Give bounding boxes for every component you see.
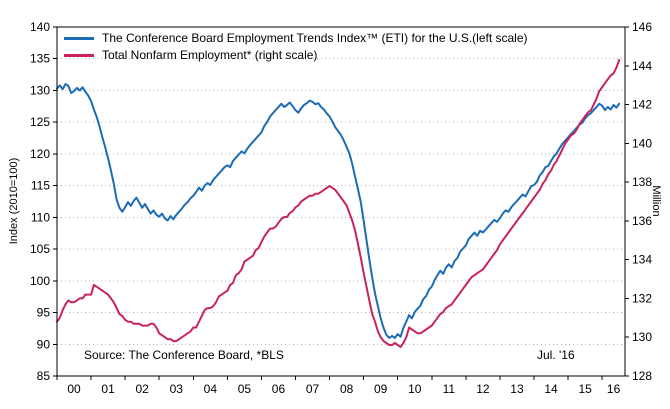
right-tick-label: 136 <box>632 214 652 228</box>
left-axis-title: Index (2010=100) <box>8 157 20 245</box>
right-tick-label: 132 <box>632 291 652 305</box>
left-tick-label: 125 <box>30 115 50 129</box>
right-axis-title: Million <box>650 185 662 217</box>
left-tick-label: 130 <box>30 83 50 97</box>
left-tick-label: 140 <box>30 20 50 34</box>
right-tick-label: 130 <box>632 330 652 344</box>
left-tick-label: 90 <box>37 337 51 351</box>
x-tick-label: 07 <box>306 382 320 396</box>
x-tick-label: 09 <box>374 382 388 396</box>
x-tick-label: 10 <box>408 382 422 396</box>
x-tick-label: 00 <box>67 382 81 396</box>
right-tick-label: 146 <box>632 20 652 34</box>
x-tick-label: 14 <box>544 382 558 396</box>
right-tick-label: 128 <box>632 369 652 383</box>
right-tick-label: 142 <box>632 98 652 112</box>
left-tick-label: 95 <box>37 306 51 320</box>
left-tick-label: 85 <box>37 369 51 383</box>
series-line-0 <box>56 83 621 339</box>
left-tick-label: 115 <box>31 179 50 193</box>
x-tick-label: 06 <box>272 382 286 396</box>
left-tick-label: 135 <box>30 52 50 66</box>
right-tick-label: 138 <box>632 175 652 189</box>
left-tick-label: 100 <box>30 274 50 288</box>
x-tick-label: 01 <box>101 382 115 396</box>
left-tick-label: 105 <box>30 242 50 256</box>
x-tick-label: 13 <box>510 382 524 396</box>
x-tick-label: 12 <box>476 382 490 396</box>
series-line-1 <box>56 59 621 348</box>
right-tick-label: 140 <box>632 136 652 150</box>
x-tick-label: 04 <box>204 382 218 396</box>
left-tick-label: 120 <box>30 147 50 161</box>
legend-item-nonfarm: Total Nonfarm Employment* (right scale) <box>64 48 528 62</box>
plot-frame <box>56 26 626 377</box>
x-tick-label: 11 <box>443 382 456 396</box>
x-tick-label: 05 <box>238 382 252 396</box>
legend-label-nonfarm: Total Nonfarm Employment* (right scale) <box>102 48 318 62</box>
x-tick-label: 15 <box>578 382 592 396</box>
x-tick-label: 02 <box>136 382 150 396</box>
x-tick-label: 03 <box>170 382 184 396</box>
source-note: Source: The Conference Board, *BLS <box>84 348 284 362</box>
legend-item-eti: The Conference Board Employment Trends I… <box>64 31 528 45</box>
eti-line-swatch <box>64 36 94 40</box>
legend-label-eti: The Conference Board Employment Trends I… <box>102 31 528 45</box>
latest-data-annotation: Jul. '16 <box>537 348 575 362</box>
nonfarm-line-swatch <box>64 53 94 57</box>
right-tick-label: 134 <box>632 253 652 267</box>
x-tick-label: 08 <box>340 382 354 396</box>
x-tick-label: 16 <box>607 382 621 396</box>
left-tick-label: 110 <box>31 210 50 224</box>
right-tick-label: 144 <box>632 59 652 73</box>
chart-legend: The Conference Board Employment Trends I… <box>64 31 528 62</box>
